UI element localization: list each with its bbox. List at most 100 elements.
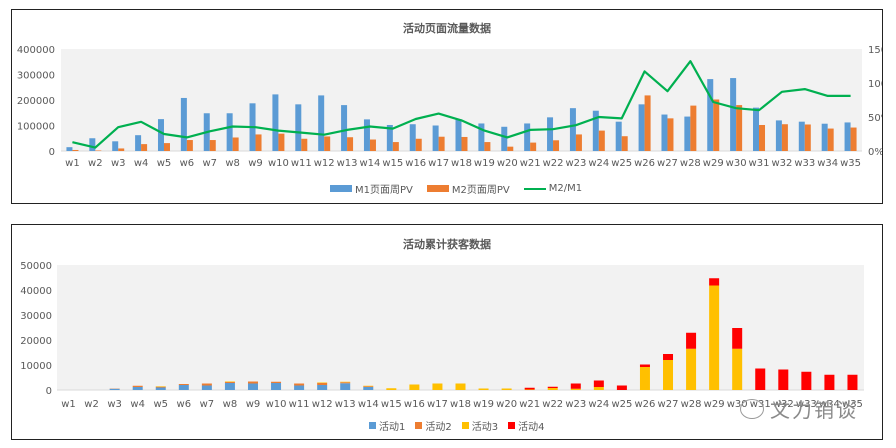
x-tick: w34: [819, 399, 840, 410]
x-tick: w30: [726, 158, 747, 169]
bar-m2: [804, 124, 811, 151]
wechat-bubble-icon: [740, 398, 764, 419]
bar-m2: [690, 105, 697, 151]
bar-segment: [639, 364, 650, 367]
bar-m1: [730, 78, 737, 151]
watermark-text: 文力销谈: [770, 398, 858, 422]
bar-segment: [478, 388, 489, 390]
bar-m1: [180, 97, 187, 151]
bar-m2: [736, 105, 743, 151]
x-tick: w23: [565, 399, 586, 410]
bar-m2: [301, 138, 308, 151]
legend-swatch-act1: [369, 422, 376, 429]
legend-label: M2页面周PV: [451, 185, 510, 196]
bar-segment: [271, 383, 282, 390]
bar-segment: [340, 382, 351, 384]
bar-m1: [318, 95, 325, 151]
x-tick: w11: [289, 399, 310, 410]
x-tick: w19: [473, 399, 494, 410]
x-tick: w10: [266, 399, 287, 410]
legend-swatch-m1: [330, 185, 352, 192]
bar-segment: [247, 381, 258, 384]
x-tick: w17: [427, 399, 448, 410]
bar-segment: [340, 383, 351, 390]
x-tick: w28: [680, 158, 701, 169]
x-tick: w19: [474, 158, 495, 169]
bar-m1: [661, 114, 668, 151]
bar-segment: [317, 382, 328, 383]
bar-segment: [294, 383, 305, 386]
bar-segment: [524, 389, 535, 390]
y-tick: 50000: [20, 261, 52, 272]
x-tick: w22: [542, 399, 563, 410]
bar-m2: [644, 95, 651, 151]
bar-m2: [278, 133, 285, 151]
bar-m2: [827, 128, 834, 151]
x-tick: w35: [842, 399, 863, 410]
watermark: 文力销谈: [740, 394, 858, 423]
y-tick-right: 150%: [868, 45, 882, 56]
bar-segment: [340, 381, 351, 383]
bar-segment: [663, 354, 674, 360]
x-tick: w12: [312, 399, 333, 410]
x-tick: w20: [497, 158, 518, 169]
x-tick: w15: [381, 399, 402, 410]
y-tick-left: 200000: [17, 96, 55, 107]
bar-m2: [232, 137, 239, 151]
bar-segment: [593, 387, 604, 390]
bar-segment: [132, 385, 143, 387]
bar-m2: [713, 99, 720, 151]
bar-m2: [324, 136, 331, 151]
bar-segment: [224, 382, 235, 383]
bar-m1: [615, 121, 622, 151]
bar-segment: [709, 285, 720, 390]
legend-item-act3: 活动3: [461, 418, 499, 433]
legend-label: 活动2: [425, 422, 452, 433]
bar-m1: [295, 104, 302, 151]
bar-m2: [667, 118, 674, 151]
y-tick-left: 400000: [17, 45, 55, 56]
x-tick: w35: [840, 158, 861, 169]
x-tick: w14: [358, 399, 379, 410]
bar-m1: [707, 79, 714, 151]
legend-swatch-act2: [415, 422, 423, 429]
x-tick: w16: [405, 158, 426, 169]
bar-segment: [663, 360, 674, 390]
bar-segment: [778, 369, 789, 390]
traffic-chart-panel: 活动页面流量数据 400000 300000 200000 100000 0 150% 10…: [11, 9, 883, 204]
bar-m2: [484, 142, 491, 151]
acquisition-chart-panel: 活动累计获客数据 50000 40000 30000 20000 10000 0 w1 w2 w…: [11, 224, 883, 440]
bar-m1: [524, 123, 531, 151]
bar-segment: [363, 386, 374, 387]
x-tick: w15: [382, 158, 403, 169]
bar-m2: [781, 124, 788, 151]
x-tick: w21: [520, 158, 541, 169]
bar-m1: [501, 126, 508, 151]
bar-segment: [109, 388, 120, 390]
x-tick: w28: [681, 399, 702, 410]
legend-label: 活动3: [471, 422, 499, 433]
bar-segment: [801, 371, 812, 390]
bar-segment: [686, 332, 697, 349]
legend-swatch-ratio: [523, 187, 546, 190]
x-tick: w4: [130, 399, 145, 410]
bar-segment: [455, 383, 466, 390]
bar-segment: [178, 385, 189, 390]
bar-segment: [570, 388, 581, 390]
legend-swatch-m2: [426, 185, 449, 192]
bar-segment: [686, 348, 697, 390]
y-tick-right: 0%: [868, 147, 882, 158]
bar-segment: [616, 385, 627, 390]
x-tick: w5: [157, 158, 172, 169]
ratio-line: [72, 60, 851, 149]
x-tick: w13: [335, 399, 356, 410]
bar-segment: [639, 367, 650, 390]
x-tick: w29: [704, 399, 725, 410]
bar-segment: [593, 380, 604, 387]
x-tick: w29: [703, 158, 724, 169]
legend-item-act2: 活动2: [415, 418, 452, 433]
bar-m2: [392, 142, 399, 151]
bar-m1: [272, 94, 279, 151]
legend-swatch-act4: [508, 422, 516, 429]
legend-label: M1页面周PV: [355, 185, 413, 196]
